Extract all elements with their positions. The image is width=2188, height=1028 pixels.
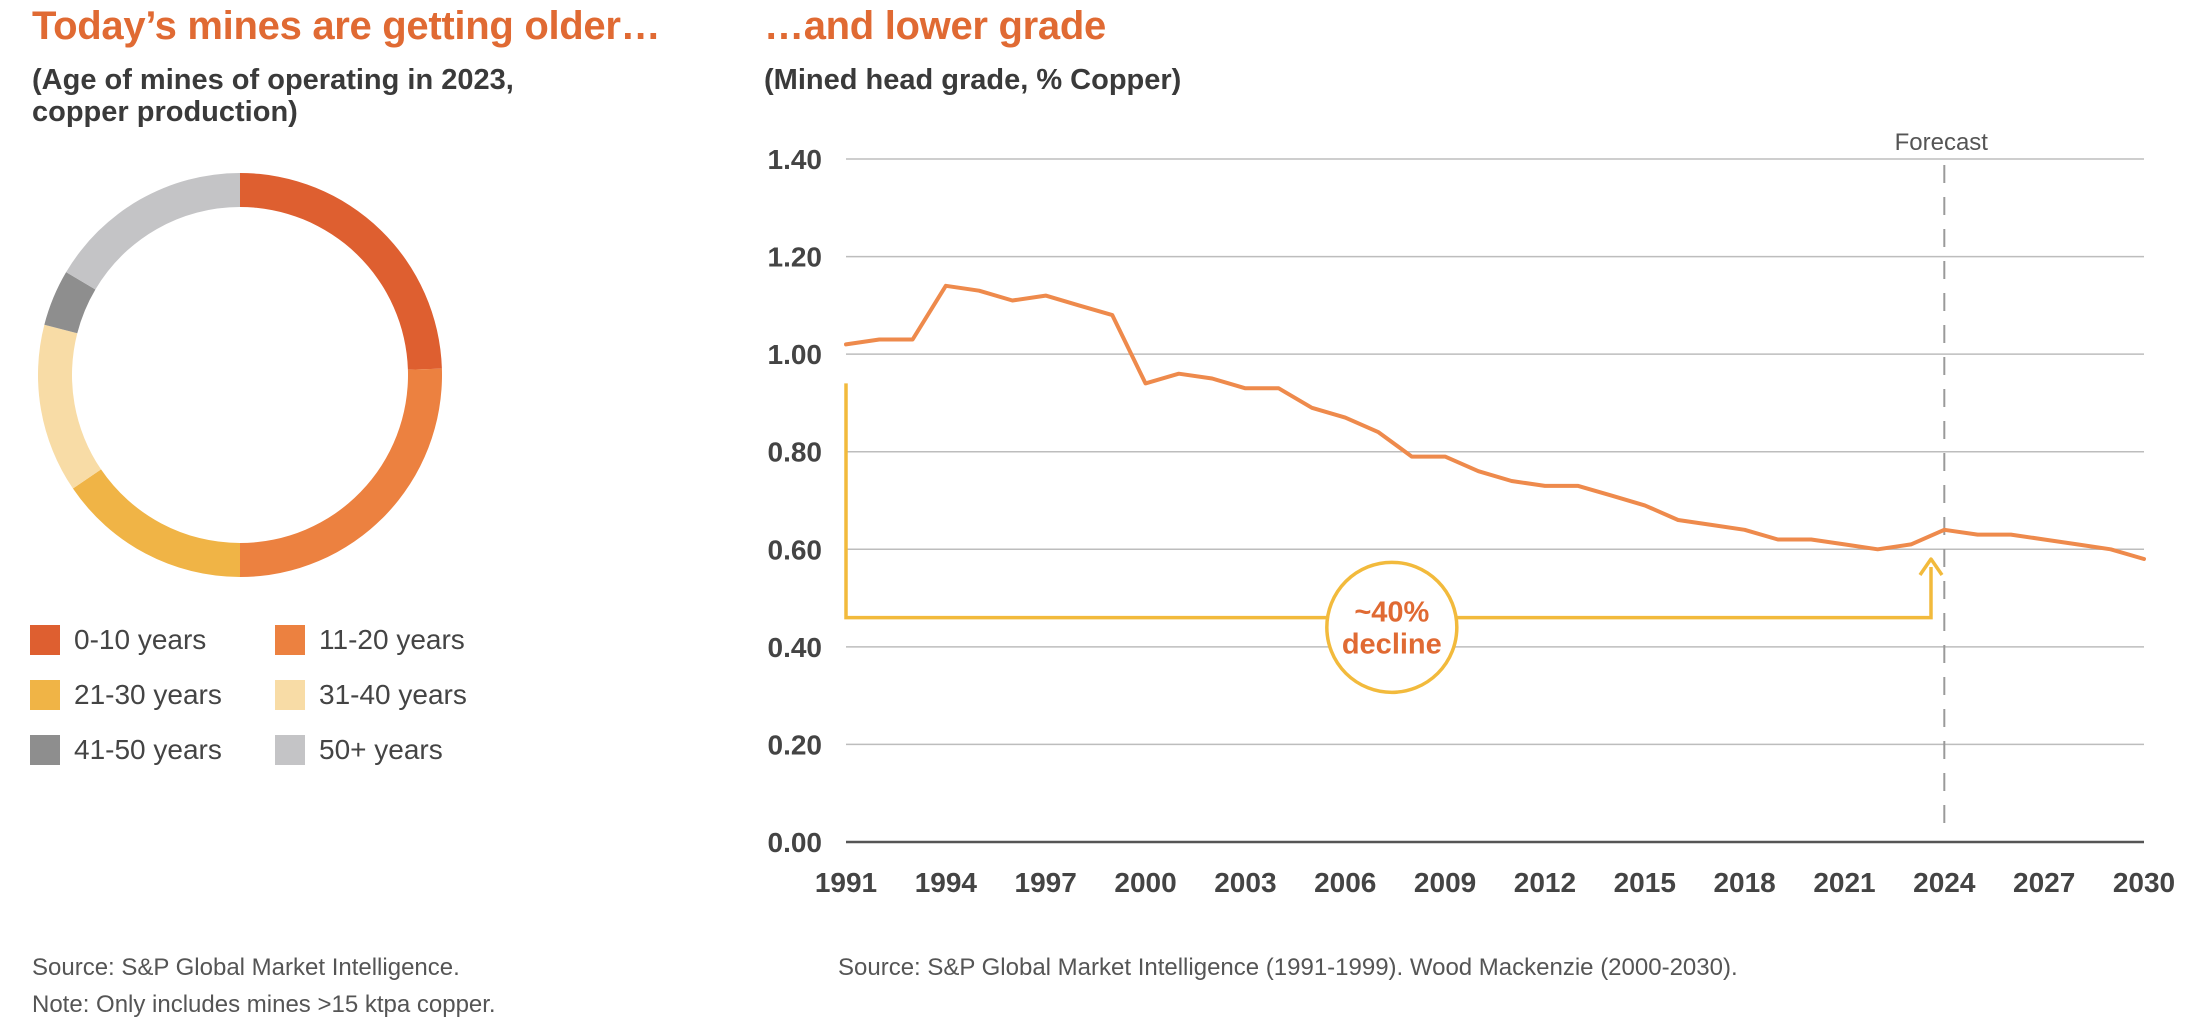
decline-bracket (844, 383, 1933, 620)
left-source: Source: S&P Global Market Intelligence. (32, 954, 460, 981)
forecast-label: Forecast (1895, 129, 1989, 156)
left-chart-title: Today’s mines are getting older… (32, 4, 661, 48)
y-tick-label: 0.00 (768, 827, 823, 858)
y-tick-label: 0.20 (768, 729, 823, 760)
x-tick-label: 1997 (1015, 867, 1077, 898)
decline-arrowhead (1918, 557, 1944, 577)
age-donut-chart (38, 173, 442, 577)
legend-label: 31-40 years (319, 679, 467, 710)
legend-item: 11-20 years (275, 620, 465, 660)
legend-swatch (30, 625, 60, 655)
y-tick-label: 1.20 (768, 242, 823, 273)
legend-label: 0-10 years (74, 624, 207, 655)
donut-slice-21-30-years (72, 469, 241, 577)
donut-slice-31-40-years (38, 324, 102, 489)
legend-item: 31-40 years (275, 675, 467, 715)
legend-item: 50+ years (275, 730, 443, 770)
x-tick-label: 2003 (1214, 867, 1276, 898)
decline-circle (1325, 560, 1459, 695)
left-chart-subtitle: (Age of mines of operating in 2023, copp… (32, 64, 514, 128)
x-tick-label: 1994 (915, 867, 978, 898)
right-source: Source: S&P Global Market Intelligence (… (838, 954, 1738, 981)
legend-swatch (275, 735, 305, 765)
legend-swatch (275, 625, 305, 655)
right-chart-subtitle: (Mined head grade, % Copper) (764, 64, 1182, 96)
x-tick-label: 2012 (1514, 867, 1576, 898)
x-tick-label: 2015 (1614, 867, 1676, 898)
x-tick-label: 2021 (1813, 867, 1875, 898)
y-tick-label: 1.40 (768, 144, 823, 175)
donut-slice-11-20-years (240, 368, 442, 577)
decline-word-label: decline (1342, 628, 1442, 660)
head-grade-series-line (844, 283, 2146, 561)
y-tick-label: 0.60 (768, 534, 823, 565)
y-tick-label: 0.80 (768, 437, 823, 468)
x-tick-label: 2018 (1713, 867, 1775, 898)
legend-label: 21-30 years (74, 679, 222, 710)
legend-item: 21-30 years (30, 675, 222, 715)
x-tick-label: 2027 (2013, 867, 2075, 898)
legend-swatch (30, 680, 60, 710)
decline-percent-label: ~40% (1354, 596, 1429, 628)
y-tick-label: 1.00 (768, 339, 823, 370)
x-tick-label: 2000 (1114, 867, 1176, 898)
x-tick-label: 2030 (2113, 867, 2175, 898)
right-chart-title: …and lower grade (764, 4, 1106, 48)
legend-label: 50+ years (319, 734, 443, 765)
donut-slice-0-10-years (240, 173, 442, 370)
legend-item: 0-10 years (30, 620, 206, 660)
legend-swatch (30, 735, 60, 765)
legend-label: 11-20 years (319, 624, 465, 655)
x-tick-label: 1991 (815, 867, 877, 898)
x-tick-label: 2009 (1414, 867, 1476, 898)
x-tick-label: 2024 (1913, 867, 1976, 898)
legend-label: 41-50 years (74, 734, 222, 765)
left-note: Note: Only includes mines >15 ktpa coppe… (32, 991, 496, 1018)
legend-item: 41-50 years (30, 730, 222, 770)
legend-swatch (275, 680, 305, 710)
donut-slice-50plus-years (66, 173, 240, 290)
donut-slice-41-50-years (44, 272, 96, 334)
y-tick-label: 0.40 (768, 632, 823, 663)
x-tick-label: 2006 (1314, 867, 1376, 898)
